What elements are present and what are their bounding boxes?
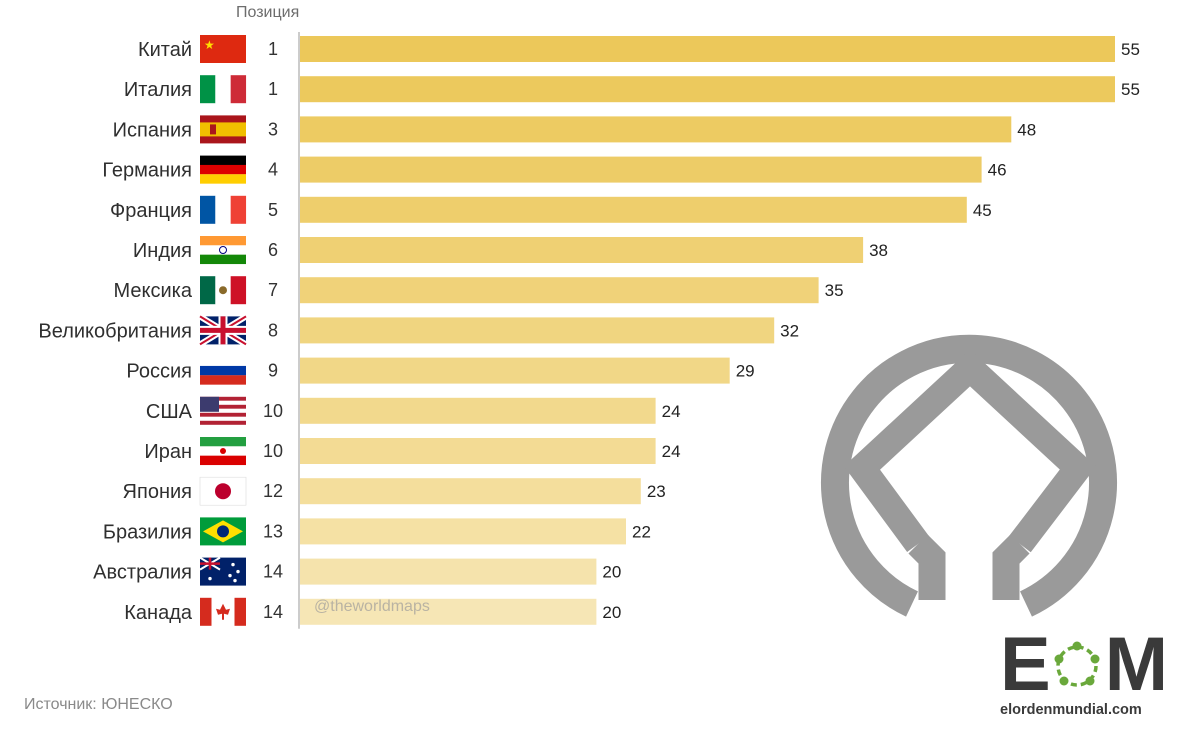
value-label: 55 [1121, 40, 1140, 59]
position-label: 1 [268, 79, 278, 99]
value-label: 23 [647, 482, 666, 501]
position-label: 9 [268, 361, 278, 381]
position-column-header: Позиция [236, 4, 300, 21]
position-label: 14 [263, 602, 283, 622]
flag-canada-icon [200, 597, 246, 626]
value-label: 24 [662, 442, 681, 461]
bar [300, 317, 775, 344]
bar [300, 598, 597, 625]
source-note: Источник: ЮНЕСКО [24, 696, 173, 713]
position-label: 3 [268, 119, 278, 139]
eom-logo: E M elordenmundial.com [1000, 622, 1192, 722]
value-label: 46 [988, 161, 1007, 180]
value-label: 38 [869, 241, 888, 260]
position-label: 4 [268, 160, 278, 180]
country-label: Индия [133, 240, 192, 262]
value-label: 29 [736, 362, 755, 381]
position-label: 5 [268, 200, 278, 220]
position-label: 7 [268, 280, 278, 300]
value-label: 48 [1017, 120, 1036, 139]
country-label: США [146, 401, 193, 423]
bar [300, 277, 819, 304]
country-label: Мексика [114, 280, 193, 302]
country-label: Китай [138, 39, 192, 61]
flag-spain-icon [200, 115, 246, 144]
flag-mexico-icon [200, 276, 247, 305]
flag-australia-icon [199, 556, 246, 586]
bar [300, 518, 626, 545]
value-label: 32 [780, 321, 799, 340]
position-label: 1 [268, 39, 278, 59]
logo-tagline: elordenmundial.com [1000, 702, 1142, 718]
svg-text:★: ★ [204, 38, 215, 52]
bar [300, 196, 967, 223]
flag-iran-icon [200, 437, 246, 466]
logo-letter-m: M [1104, 622, 1168, 707]
country-label: Иран [144, 441, 192, 463]
logo-letter-e: E [1000, 622, 1051, 707]
position-label: 12 [263, 481, 283, 501]
value-label: 45 [973, 201, 992, 220]
country-label: Испания [113, 119, 192, 141]
flag-brazil-icon [200, 517, 246, 546]
position-label: 10 [263, 441, 283, 461]
position-label: 8 [268, 320, 278, 340]
country-label: Германия [102, 160, 192, 182]
value-label: 24 [662, 402, 681, 421]
bar [300, 357, 730, 384]
flag-usa-icon [200, 396, 246, 425]
bar [300, 237, 864, 263]
bar [300, 397, 656, 424]
position-label: 14 [263, 562, 283, 582]
position-label: 13 [263, 521, 283, 541]
flag-uk-icon [198, 313, 248, 347]
value-label: 55 [1121, 80, 1140, 99]
flag-germany-icon [200, 155, 246, 184]
flag-france-icon [200, 195, 247, 224]
flag-italy-icon [200, 75, 247, 104]
flag-russia-icon [200, 356, 246, 385]
flag-japan-icon [199, 476, 247, 506]
bar [300, 156, 982, 183]
flag-china-icon: ★ [200, 35, 246, 63]
country-label: Бразилия [103, 521, 192, 543]
value-label: 20 [602, 603, 621, 622]
country-label: Италия [124, 79, 192, 101]
value-label: 20 [602, 563, 621, 582]
country-label: Япония [123, 481, 192, 503]
bar [300, 36, 1115, 62]
bar [300, 558, 597, 585]
value-label: 22 [632, 522, 651, 541]
country-label: Великобритания [38, 320, 192, 342]
country-label: Канада [124, 602, 193, 624]
bar [300, 438, 656, 464]
bar [300, 116, 1012, 143]
position-label: 10 [263, 401, 283, 421]
country-label: Австралия [93, 562, 192, 584]
country-label: Россия [126, 361, 192, 383]
logo-ring-icon [1054, 641, 1100, 687]
watermark-text: @theworldmaps [314, 598, 430, 615]
flag-india-icon [200, 236, 246, 265]
bar [300, 76, 1115, 103]
value-label: 35 [825, 281, 844, 300]
unesco-world-heritage-emblem [821, 334, 1117, 617]
bar [300, 478, 641, 505]
position-label: 6 [268, 240, 278, 260]
country-label: Франция [110, 200, 192, 222]
